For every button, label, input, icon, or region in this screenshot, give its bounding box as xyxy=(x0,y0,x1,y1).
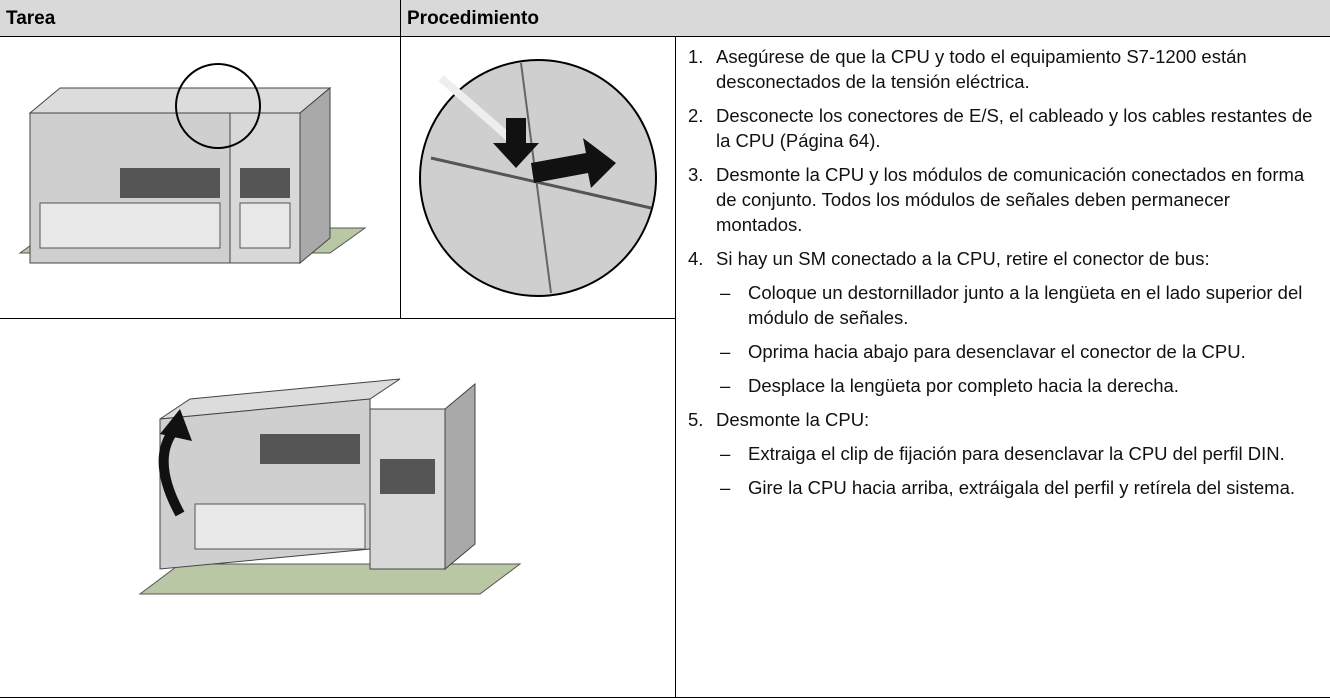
illustration-bus-connector xyxy=(419,59,657,297)
step-body: Desmonte la CPU: – Extraiga el clip de fij… xyxy=(716,407,1326,500)
step-number: 1. xyxy=(688,46,704,67)
step-number: 3. xyxy=(688,164,704,185)
header-procedimiento: Procedimiento xyxy=(401,0,1330,37)
step-body: Si hay un SM conectado a la CPU, retire … xyxy=(716,246,1326,398)
step-text: Si hay un SM conectado a la CPU, retire … xyxy=(716,248,1210,269)
procedure-list: 1. Asegúrese de que la CPU y todo el equi… xyxy=(676,44,1326,509)
step-text: Desmonte la CPU: xyxy=(716,409,870,430)
step: 2. Desconecte los conectores de E/S, el c… xyxy=(676,103,1326,153)
step-number: 5. xyxy=(688,409,704,430)
step-text: Desmonte la CPU y los módulos de comunic… xyxy=(716,164,1305,235)
substep-marker: – xyxy=(720,341,731,362)
step-number: 4. xyxy=(688,248,704,269)
substep: – Oprima hacia abajo para desenclavar el … xyxy=(716,339,1318,364)
column-divider xyxy=(675,37,676,698)
row-divider xyxy=(0,318,675,319)
step: 5. Desmonte la CPU: – Extraiga el clip de f… xyxy=(676,407,1326,500)
column-divider xyxy=(400,0,401,318)
step-body: Desmonte la CPU y los módulos de comunic… xyxy=(716,162,1326,237)
substep-marker: – xyxy=(720,375,731,396)
substep: – Desplace la lengüeta por completo hacia… xyxy=(716,373,1318,398)
step-body: Desconecte los conectores de E/S, el cab… xyxy=(716,103,1326,153)
illustration-cpu-mounted xyxy=(18,63,367,265)
header-tarea: Tarea xyxy=(0,0,401,37)
step: 3. Desmonte la CPU y los módulos de comun… xyxy=(676,162,1326,237)
substep-marker: – xyxy=(720,443,731,464)
substep-marker: – xyxy=(720,282,731,303)
step-body: Asegúrese de que la CPU y todo el equipa… xyxy=(716,44,1326,94)
substep: – Gire la CPU hacia arriba, extráigala de… xyxy=(716,475,1318,500)
illustration-cpu-removal xyxy=(138,378,522,595)
step-number: 2. xyxy=(688,105,704,126)
step: 1. Asegúrese de que la CPU y todo el equi… xyxy=(676,44,1326,94)
step-text: Desconecte los conectores de E/S, el cab… xyxy=(716,105,1313,151)
substep-marker: – xyxy=(720,477,731,498)
substep: – Extraiga el clip de fijación para desen… xyxy=(716,441,1318,466)
substep-text: Desplace la lengüeta por completo hacia … xyxy=(748,375,1179,396)
substep-text: Gire la CPU hacia arriba, extráigala del… xyxy=(748,477,1296,498)
substep-text: Coloque un destornillador junto a la len… xyxy=(748,282,1303,328)
substep-text: Extraiga el clip de fijación para desenc… xyxy=(748,443,1285,464)
step: 4. Si hay un SM conectado a la CPU, retir… xyxy=(676,246,1326,398)
substep: – Coloque un destornillador junto a la le… xyxy=(716,280,1318,330)
step-text: Asegúrese de que la CPU y todo el equipa… xyxy=(716,46,1247,92)
substep-text: Oprima hacia abajo para desenclavar el c… xyxy=(748,341,1246,362)
